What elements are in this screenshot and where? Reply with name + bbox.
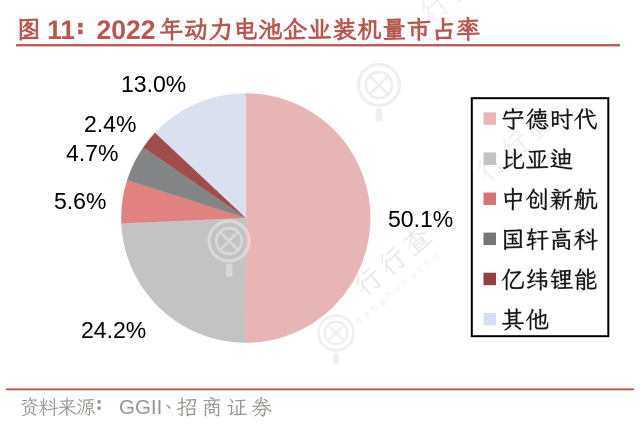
svg-text:2022: 2022 bbox=[97, 15, 156, 45]
svg-text:11: 11 bbox=[47, 15, 75, 45]
svg-text:GGII: GGII bbox=[119, 396, 162, 419]
